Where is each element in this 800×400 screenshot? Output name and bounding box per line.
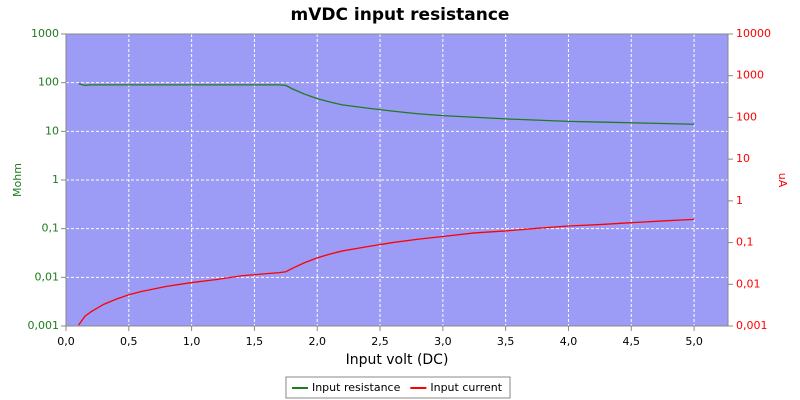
y-tick-label: 0,01 xyxy=(35,270,60,283)
chart-title: mVDC input resistance xyxy=(291,5,510,25)
y2-tick-label: 0,1 xyxy=(736,236,754,249)
x-tick-label: 3,0 xyxy=(434,335,452,348)
legend-label: Input current xyxy=(430,381,502,394)
legend-label: Input resistance xyxy=(312,381,401,394)
y2-tick-label: 100 xyxy=(736,110,757,123)
y-tick-label: 0,001 xyxy=(28,319,60,332)
x-tick-label: 4,0 xyxy=(560,335,578,348)
plot-frame xyxy=(65,33,729,327)
series-line xyxy=(78,83,695,125)
x-tick-label: 0,5 xyxy=(120,335,138,348)
y2-tick-label: 10 xyxy=(736,152,750,165)
x-tick-label: 3,5 xyxy=(497,335,515,348)
x-tick-label: 1,5 xyxy=(246,335,264,348)
y-tick-label: 100 xyxy=(38,76,59,89)
x-tick-label: 2,0 xyxy=(308,335,326,348)
x-tick-label: 2,5 xyxy=(371,335,389,348)
y2-tick-label: 0,01 xyxy=(736,277,761,290)
y-tick-label: 10 xyxy=(45,124,59,137)
legend-box xyxy=(285,376,511,399)
y2-axis-label: uA xyxy=(776,173,789,188)
x-tick-label: 5,0 xyxy=(685,335,703,348)
x-tick-label: 1,0 xyxy=(183,335,201,348)
x-axis-label: Input volt (DC) xyxy=(346,352,449,368)
y-tick-label: 1000 xyxy=(31,27,59,40)
y2-tick-label: 1 xyxy=(736,194,743,207)
y-tick-label: 1 xyxy=(52,173,59,186)
y-tick-label: 0,1 xyxy=(42,222,60,235)
y2-tick-label: 1000 xyxy=(736,69,764,82)
y2-tick-label: 10000 xyxy=(736,27,771,40)
series-line xyxy=(78,218,695,326)
y2-tick-label: 0,001 xyxy=(736,319,768,332)
x-tick-label: 0,0 xyxy=(57,335,75,348)
y-axis-label: Mohm xyxy=(11,163,24,197)
x-tick-label: 4,5 xyxy=(623,335,641,348)
